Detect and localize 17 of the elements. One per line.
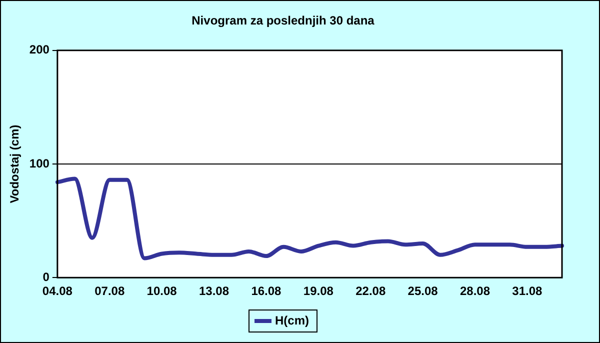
x-tick-label: 19.08 <box>303 284 334 298</box>
x-tick-label: 25.08 <box>408 284 438 298</box>
line-series <box>55 176 564 260</box>
y-tick-label: 100 <box>29 156 50 170</box>
x-tick-label: 28.08 <box>460 284 490 298</box>
x-tick-label: 22.08 <box>356 284 386 298</box>
x-tick-label: 16.08 <box>251 284 282 298</box>
x-tick-label: 13.08 <box>199 284 230 298</box>
x-tick-label: 10.08 <box>146 284 178 298</box>
y-tick-label: 0 <box>42 270 50 284</box>
y-axis-title: Vodostaj (cm) <box>8 124 22 204</box>
x-tick-label: 31.08 <box>512 284 543 298</box>
x-tick-label: 04.08 <box>42 284 73 298</box>
chart-title: Nivogram za poslednjih 30 dana <box>192 14 375 28</box>
legend-label: H(cm) <box>275 313 310 328</box>
x-tick-label: 07.08 <box>94 284 125 298</box>
y-tick-label: 200 <box>29 42 50 57</box>
